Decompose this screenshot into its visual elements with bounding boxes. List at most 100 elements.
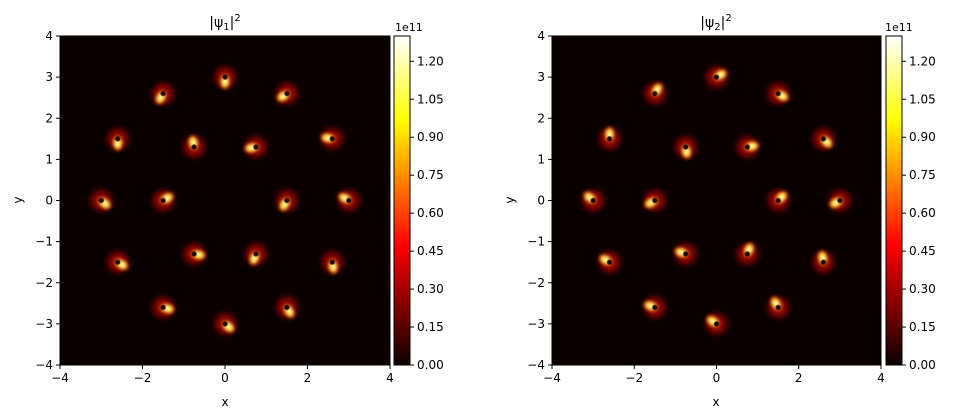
y-tick-label: −1 — [527, 235, 545, 249]
heatmap-peak-1 — [270, 77, 303, 110]
x-axis-ticks: −4 −2 0 2 4 — [51, 365, 394, 385]
colorbar-tick-label: 0.30 — [909, 282, 936, 296]
heatmap-peaks — [85, 61, 365, 340]
heatmap-peak-12 — [239, 131, 272, 164]
heatmap-peak-5 — [270, 291, 303, 324]
x-tick-label: 2 — [795, 371, 803, 385]
x-axis-label: x — [221, 395, 228, 409]
x-tick-label: 4 — [386, 371, 394, 385]
plot-title: |ψ1|2 — [209, 13, 240, 33]
colorbar-ticks: 0.00 0.15 0.30 0.45 0.60 0.75 0.90 1.05 1.20 — [902, 54, 936, 372]
colorbar-tick-label: 0.30 — [417, 282, 444, 296]
heatmap-peak-13 — [762, 184, 795, 217]
colorbar-tick-label: 1.20 — [909, 54, 936, 68]
colorbar-tick-label: 1.20 — [417, 54, 444, 68]
y-tick-label: 3 — [537, 70, 545, 84]
heatmap-peaks — [577, 61, 856, 340]
y-tick-label: −2 — [35, 276, 53, 290]
heatmap-peak-3 — [332, 184, 365, 217]
heatmap-peak-1 — [762, 77, 795, 110]
heatmap-peak-9 — [577, 184, 610, 217]
y-tick-label: 4 — [537, 29, 545, 43]
y-tick-label: 1 — [537, 152, 545, 166]
x-tick-label: 4 — [877, 371, 885, 385]
x-axis-label: x — [712, 395, 719, 409]
heatmap-peak-15 — [178, 237, 211, 270]
heatmap-peak-4 — [807, 246, 840, 279]
heatmap-peak-10 — [593, 122, 626, 155]
y-tick-label: −3 — [35, 317, 53, 331]
y-tick-label: −4 — [35, 358, 53, 372]
heatmap-peak-16 — [147, 184, 180, 217]
y-axis-label: y — [503, 196, 517, 203]
y-tick-label: 2 — [537, 111, 545, 125]
y-axis-ticks: −4 −3 −2 −1 0 1 2 3 4 — [527, 29, 552, 372]
y-tick-label: 1 — [45, 152, 53, 166]
colorbar-tick-label: 0.60 — [909, 206, 936, 220]
colorbar-tick-label: 0.45 — [909, 244, 936, 258]
colorbar — [885, 35, 903, 366]
y-tick-label: −3 — [527, 317, 545, 331]
y-tick-label: 3 — [45, 70, 53, 84]
y-axis-ticks: −4 −3 −2 −1 0 1 2 3 4 — [35, 29, 60, 372]
x-tick-label: −2 — [625, 371, 643, 385]
heatmap-peak-12 — [731, 131, 764, 164]
colorbar-tick-label: 0.15 — [417, 320, 444, 334]
colorbar-exponent: 1e11 — [885, 21, 913, 34]
heatmap-peak-3 — [823, 184, 856, 217]
x-axis-ticks: −4 −2 0 2 4 — [543, 365, 885, 385]
y-axis-label: y — [11, 196, 25, 203]
panel-psi2: |ψ2|2 −4 −2 0 2 4 −4 −3 −2 −1 0 1 2 3 4 x y 1e11 0.0… — [503, 13, 936, 409]
colorbar-tick-label: 1.05 — [909, 92, 936, 106]
colorbar-ticks: 0.00 0.15 0.30 0.45 0.60 0.75 0.90 1.05 1.20 — [410, 54, 444, 372]
colorbar-tick-label: 0.90 — [417, 130, 444, 144]
heatmap-peak-11 — [638, 77, 671, 110]
x-tick-label: 0 — [713, 371, 721, 385]
colorbar — [393, 35, 411, 366]
heatmap-peak-11 — [147, 77, 180, 110]
plot-title: |ψ2|2 — [700, 13, 731, 33]
x-tick-label: 2 — [304, 371, 312, 385]
colorbar-exponent: 1e11 — [395, 21, 423, 34]
heatmap-peak-6 — [209, 307, 241, 340]
colorbar-tick-label: 0.45 — [417, 244, 444, 258]
x-tick-label: −2 — [134, 371, 152, 385]
heatmap-peak-7 — [147, 291, 180, 324]
colorbar-tick-label: 0.75 — [909, 168, 936, 182]
heatmap-peak-2 — [316, 122, 349, 155]
y-tick-label: 0 — [45, 194, 53, 208]
heatmap-peak-13 — [270, 184, 303, 217]
heatmap-peak-16 — [638, 184, 671, 217]
heatmap-peak-7 — [638, 291, 671, 324]
colorbar-tick-label: 0.75 — [417, 168, 444, 182]
heatmap-peak-0 — [209, 61, 241, 94]
heatmap-peak-6 — [700, 307, 733, 340]
panel-psi1: |ψ1|2 −4 −2 0 2 4 −4 −3 −2 −1 0 1 2 3 4 x y 1e11 0.0… — [11, 13, 444, 409]
heatmap-peak-17 — [178, 131, 211, 164]
y-tick-label: 0 — [537, 194, 545, 208]
heatmap-peak-8 — [101, 246, 134, 279]
y-tick-label: 2 — [45, 111, 53, 125]
heatmap-peak-10 — [101, 122, 134, 155]
heatmap-peak-0 — [700, 61, 733, 94]
heatmap-peak-4 — [316, 246, 349, 279]
x-tick-label: −4 — [51, 371, 69, 385]
colorbar-tick-label: 0.00 — [909, 358, 936, 372]
heatmap-peak-15 — [669, 237, 702, 270]
colorbar-tick-label: 0.00 — [417, 358, 444, 372]
colorbar-tick-label: 0.15 — [909, 320, 936, 334]
x-tick-label: −4 — [543, 371, 561, 385]
colorbar-tick-label: 0.90 — [909, 130, 936, 144]
heatmap-peak-14 — [239, 237, 272, 270]
heatmap-peak-5 — [762, 291, 795, 324]
colorbar-tick-label: 1.05 — [417, 92, 444, 106]
heatmap-peak-17 — [669, 131, 702, 164]
heatmap-peak-9 — [85, 184, 118, 217]
y-tick-label: −2 — [527, 276, 545, 290]
y-tick-label: 4 — [45, 29, 53, 43]
colorbar-tick-label: 0.60 — [417, 206, 444, 220]
y-tick-label: −1 — [35, 235, 53, 249]
heatmap-peak-8 — [593, 246, 626, 279]
heatmap-peak-14 — [731, 237, 764, 270]
